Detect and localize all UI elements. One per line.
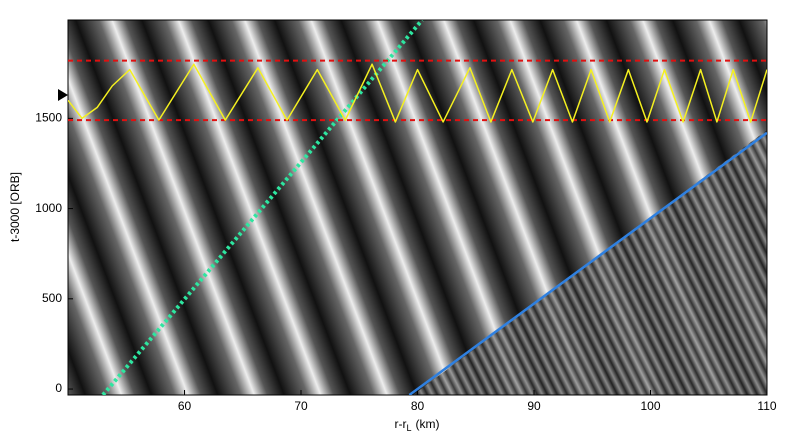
x-tick-label: 90 [527, 399, 541, 413]
x-label-main: r-r [394, 417, 406, 431]
x-tick-label: 110 [757, 399, 776, 413]
y-tick-label: 1000 [35, 201, 62, 215]
x-tick-label: 70 [294, 399, 308, 413]
x-axis-label: r-rL (km) [394, 417, 439, 433]
arrow-marker [58, 89, 68, 101]
y-axis-label: t-3000 [ORB] [8, 172, 22, 242]
y-tick-label: 500 [42, 291, 62, 305]
y-tick-label: 1500 [35, 111, 62, 125]
series-line [101, 20, 424, 395]
y-tick-label: 0 [55, 381, 62, 395]
series-line [68, 63, 767, 123]
series-line [408, 131, 767, 395]
x-tick-label: 100 [640, 399, 660, 413]
x-tick-label: 60 [178, 399, 192, 413]
lines [68, 20, 767, 395]
x-label-tail: (km) [416, 417, 440, 431]
x-tick-label: 80 [411, 399, 425, 413]
x-label-sub: L [406, 423, 411, 433]
